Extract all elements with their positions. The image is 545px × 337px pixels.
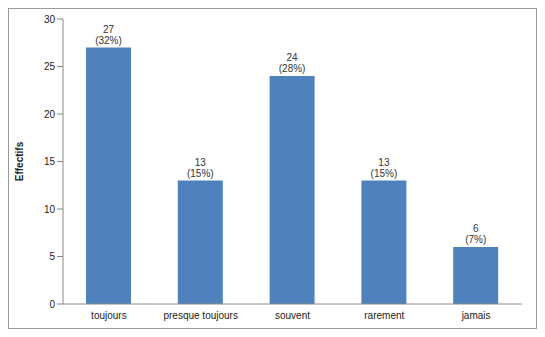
- svg-text:0: 0: [49, 299, 55, 310]
- svg-text:Effectifs: Effectifs: [14, 141, 25, 181]
- svg-text:25: 25: [44, 61, 56, 72]
- svg-text:toujours: toujours: [91, 310, 127, 321]
- svg-text:5: 5: [49, 251, 55, 262]
- svg-text:jamais: jamais: [461, 310, 491, 321]
- svg-text:13(15%): 13(15%): [187, 157, 214, 179]
- svg-text:rarement: rarement: [364, 310, 404, 321]
- svg-text:15: 15: [44, 156, 56, 167]
- svg-text:presque toujours: presque toujours: [163, 310, 238, 321]
- svg-text:24(28%): 24(28%): [279, 52, 306, 74]
- svg-text:10: 10: [44, 204, 56, 215]
- svg-text:30: 30: [44, 14, 56, 25]
- svg-text:6(7%): 6(7%): [465, 223, 486, 245]
- svg-text:27(32%): 27(32%): [95, 24, 122, 46]
- svg-text:souvent: souvent: [275, 310, 310, 321]
- svg-text:13(15%): 13(15%): [371, 157, 398, 179]
- svg-text:20: 20: [44, 109, 56, 120]
